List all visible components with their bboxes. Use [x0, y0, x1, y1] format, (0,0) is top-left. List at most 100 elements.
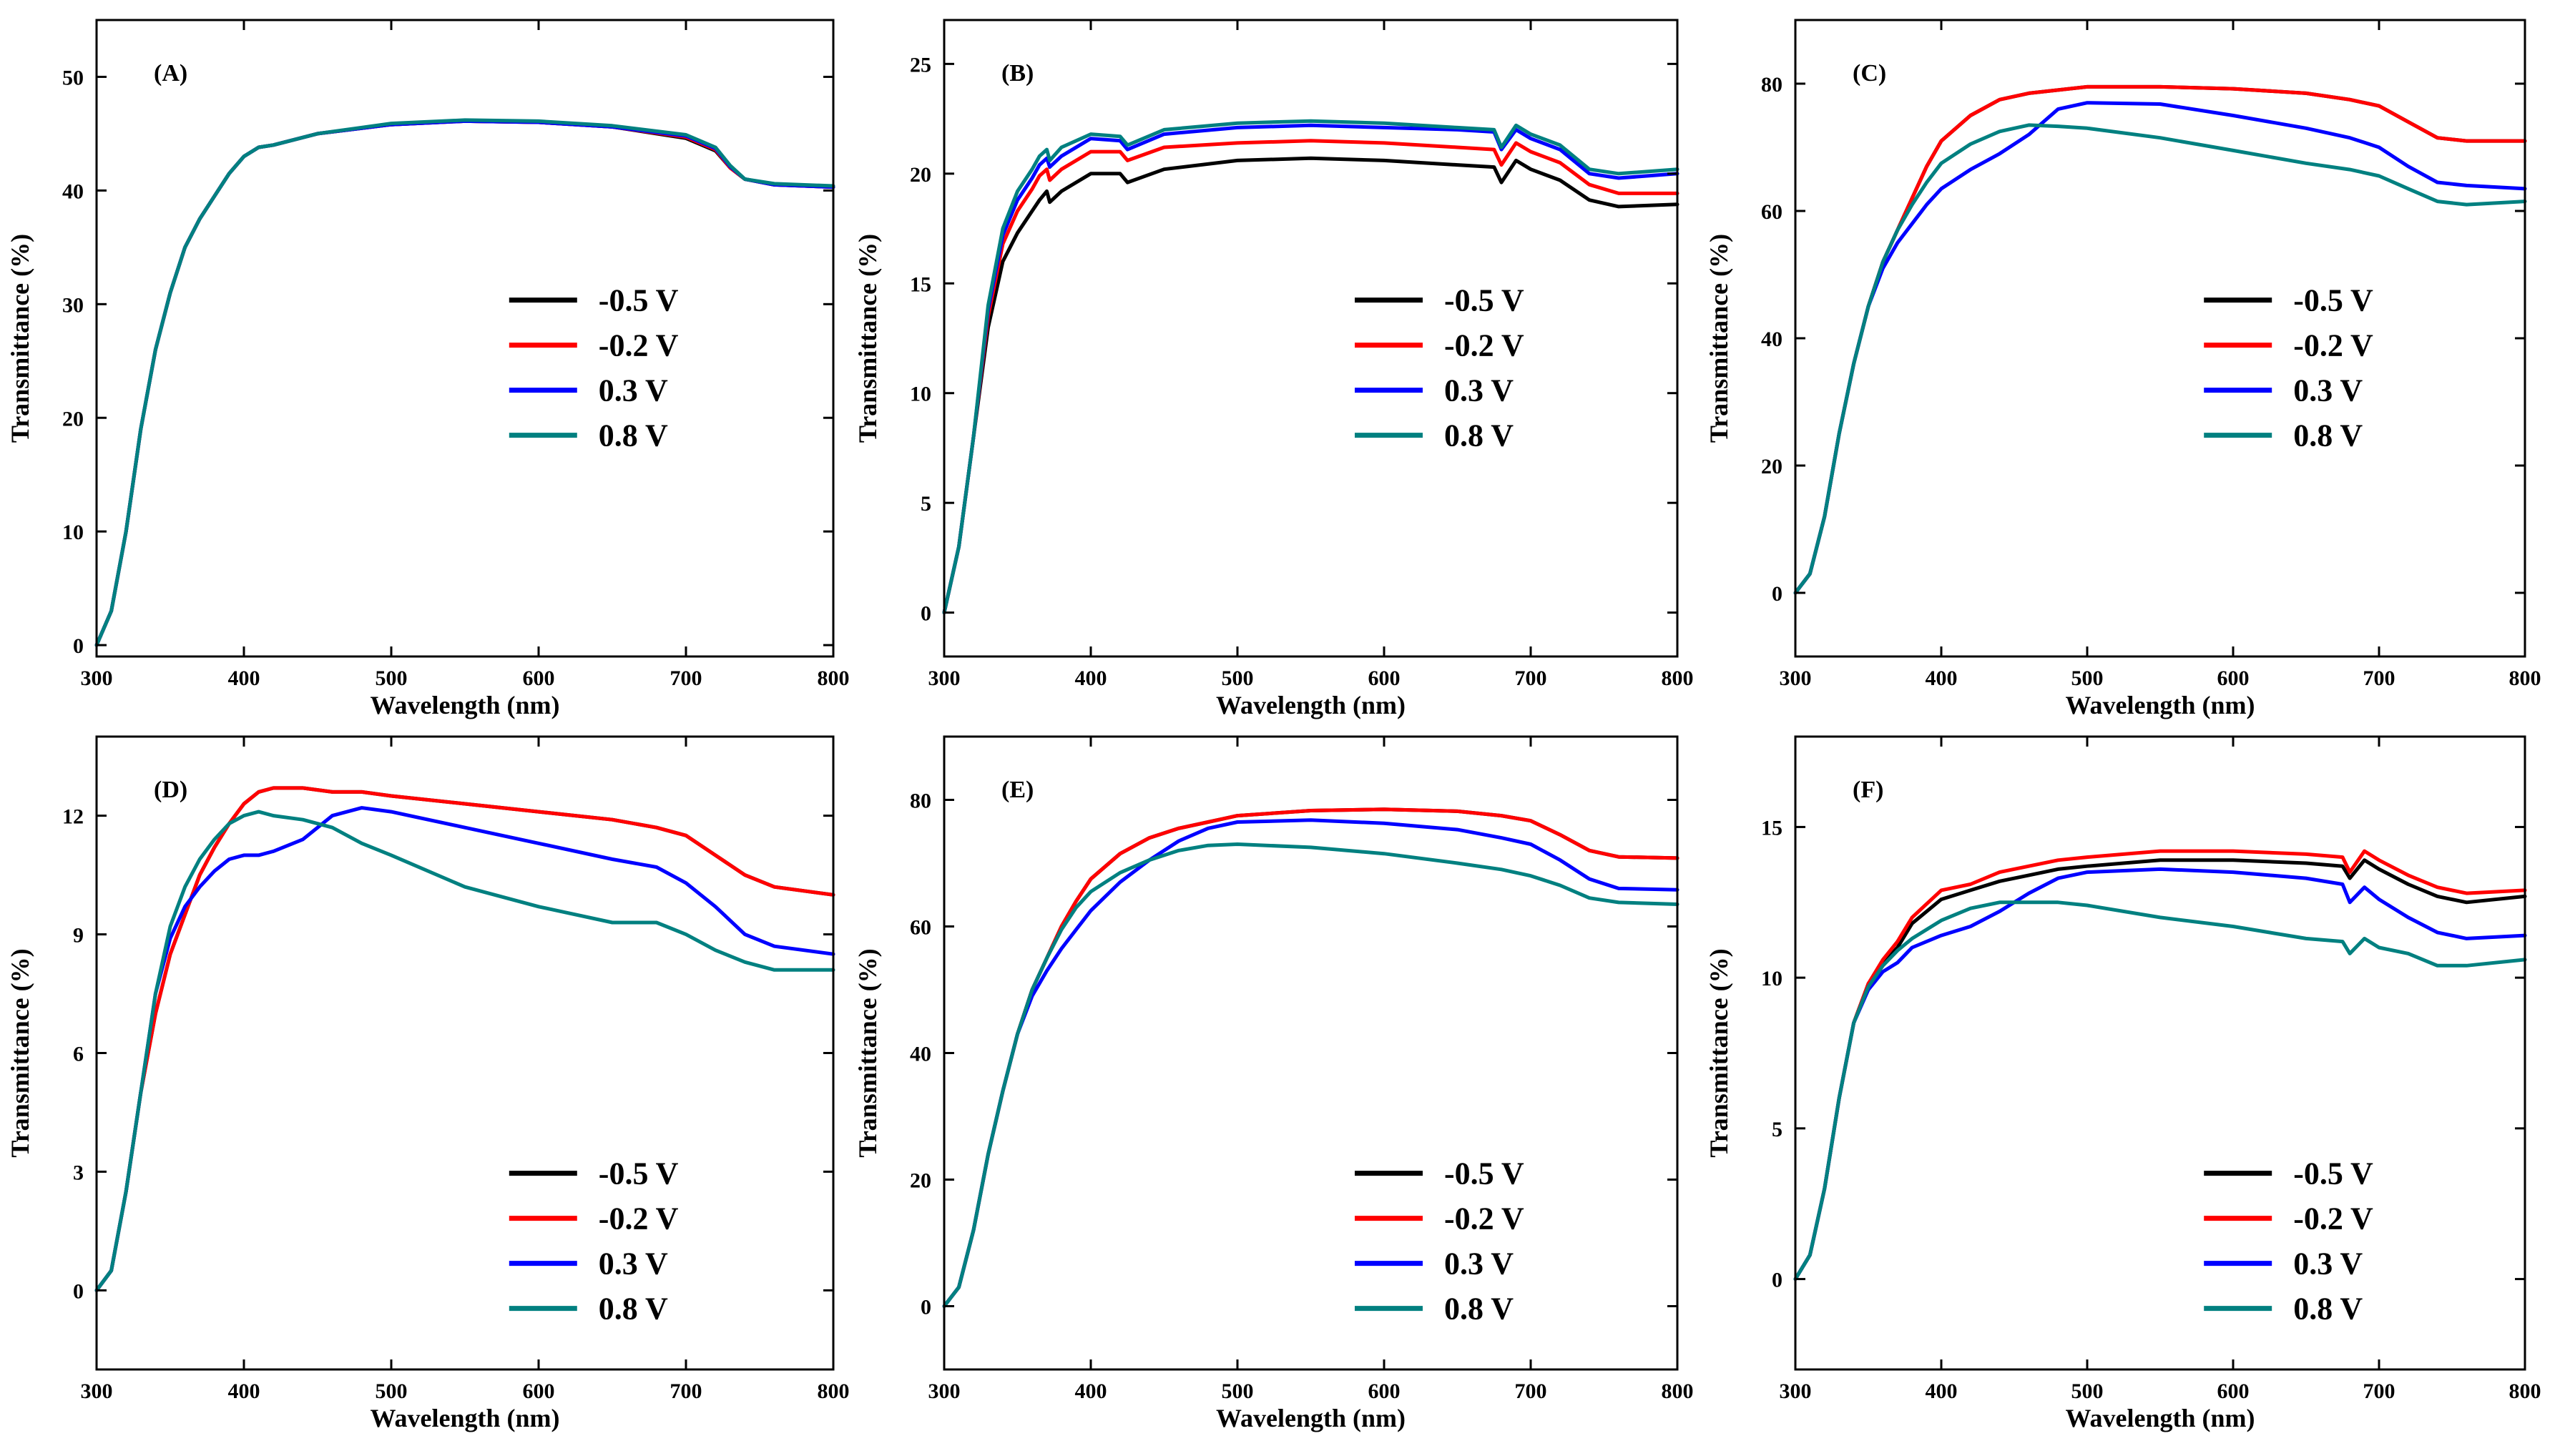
x-tick-label: 500 — [1222, 666, 1254, 690]
x-tick-label: 300 — [1780, 1379, 1812, 1403]
legend-label: -0.2 V — [599, 328, 679, 363]
x-tick-label: 300 — [81, 1379, 113, 1403]
y-tick-label: 10 — [62, 521, 84, 544]
series-line-05v-v — [942, 807, 1679, 1308]
x-tick-label: 600 — [2217, 1379, 2250, 1403]
legend-label: 0.3 V — [2293, 1246, 2363, 1282]
series-line-02v-v — [942, 807, 1679, 1308]
series-line-03v-v — [1793, 101, 2527, 595]
series-line-08v-v — [1793, 900, 2527, 1282]
x-tick-label: 700 — [1515, 1379, 1547, 1403]
legend-label: -0.2 V — [2293, 1201, 2373, 1236]
x-tick-label: 500 — [1222, 1379, 1254, 1403]
legend-label: -0.2 V — [1444, 328, 1524, 363]
legend-label: 0.3 V — [599, 1246, 668, 1282]
x-tick-label: 800 — [1662, 1379, 1694, 1403]
x-tick-label: 700 — [2363, 666, 2395, 690]
x-axis-title: Wavelength (nm) — [371, 1404, 560, 1432]
series-line-03v-v — [94, 806, 835, 1292]
series-line-02v-v — [1793, 849, 2527, 1282]
series-line-08v-v — [942, 119, 1679, 615]
series-line-02v-v — [94, 786, 835, 1292]
y-axis-title: Transmittance (%) — [853, 234, 882, 443]
series-line-02v-v — [942, 139, 1679, 615]
y-tick-label: 80 — [1761, 73, 1782, 97]
y-tick-label: 15 — [910, 272, 931, 296]
series-line-08v-v — [942, 842, 1679, 1308]
x-axis-title: Wavelength (nm) — [1216, 1404, 1406, 1432]
y-tick-label: 6 — [73, 1043, 84, 1066]
y-tick-label: 40 — [910, 1043, 931, 1066]
y-tick-label: 0 — [1772, 582, 1782, 606]
panel-label: (F) — [1853, 777, 1883, 803]
y-tick-label: 20 — [62, 407, 84, 431]
y-tick-label: 5 — [1772, 1118, 1782, 1141]
legend: -0.5 V -0.2 V 0.3 V 0.8 V — [509, 1156, 679, 1327]
x-tick-label: 400 — [228, 666, 260, 690]
series-line-05v-v — [942, 156, 1679, 615]
x-tick-label: 500 — [376, 666, 408, 690]
y-axis-title: Transmittance (%) — [853, 948, 882, 1157]
chart-panel-b: 300 400 500 600 700 800 0 5 10 15 20 25 Wavelength (… — [853, 19, 1694, 719]
x-tick-label: 500 — [376, 1379, 408, 1403]
y-axis-title: Transmittance (%) — [6, 234, 34, 443]
legend-label: 0.8 V — [2293, 1292, 2363, 1327]
legend-label: -0.5 V — [599, 283, 679, 318]
y-tick-label: 0 — [921, 602, 931, 626]
series-line-08v-v — [1793, 123, 2527, 595]
x-tick-label: 800 — [1662, 666, 1694, 690]
y-tick-label: 0 — [921, 1296, 931, 1319]
legend-label: 0.3 V — [1444, 1246, 1514, 1282]
y-tick-label: 60 — [910, 916, 931, 940]
series-line-02v-v — [94, 119, 835, 647]
legend-label: 0.8 V — [1444, 418, 1514, 453]
legend-label: 0.8 V — [1444, 1292, 1514, 1327]
y-tick-label: 10 — [910, 383, 931, 406]
y-tick-label: 5 — [921, 492, 931, 516]
legend: -0.5 V -0.2 V 0.3 V 0.8 V — [509, 283, 679, 453]
legend-label: 0.8 V — [2293, 418, 2363, 453]
y-tick-label: 0 — [73, 1279, 84, 1303]
panel-label: (D) — [154, 777, 187, 803]
x-tick-label: 600 — [1368, 1379, 1401, 1403]
legend-label: -0.2 V — [1444, 1201, 1524, 1236]
x-axis-title: Wavelength (nm) — [1216, 691, 1406, 719]
y-tick-label: 25 — [910, 53, 931, 77]
panel-label: (A) — [154, 60, 187, 87]
legend: -0.5 V -0.2 V 0.3 V 0.8 V — [1355, 283, 1524, 453]
chart-panel-d: 300 400 500 600 700 800 0 3 6 9 12 Wavelength (nm) T… — [6, 735, 850, 1432]
legend-label: -0.5 V — [2293, 283, 2373, 318]
x-tick-label: 700 — [670, 1379, 702, 1403]
y-axis-title: Transmittance (%) — [1705, 234, 1733, 443]
legend-label: -0.2 V — [599, 1201, 679, 1236]
x-tick-label: 500 — [2071, 666, 2104, 690]
x-axis-title: Wavelength (nm) — [2066, 691, 2255, 719]
y-tick-label: 60 — [1761, 200, 1782, 224]
legend: -0.5 V -0.2 V 0.3 V 0.8 V — [2204, 283, 2373, 453]
x-tick-label: 600 — [1368, 666, 1401, 690]
chart-panel-c: 300 400 500 600 700 800 0 20 40 60 80 Wavelength (n… — [1705, 19, 2541, 719]
y-tick-label: 0 — [1772, 1269, 1782, 1292]
y-tick-label: 80 — [910, 790, 931, 813]
series-line-03v-v — [94, 119, 835, 647]
x-tick-label: 300 — [81, 666, 113, 690]
series-line-05v-v — [1793, 84, 2527, 595]
x-tick-label: 800 — [2509, 1379, 2541, 1403]
x-tick-label: 700 — [1515, 666, 1547, 690]
legend-label: -0.5 V — [599, 1156, 679, 1191]
x-tick-label: 400 — [1075, 1379, 1107, 1403]
legend-label: 0.8 V — [599, 418, 668, 453]
series-line-02v-v — [1793, 84, 2527, 595]
legend-label: 0.3 V — [1444, 373, 1514, 408]
x-tick-label: 500 — [2071, 1379, 2104, 1403]
x-axis-title: Wavelength (nm) — [2066, 1404, 2255, 1432]
panel-label: (B) — [1001, 60, 1034, 87]
series-line-08v-v — [94, 810, 835, 1292]
series-line-03v-v — [942, 818, 1679, 1308]
x-tick-label: 600 — [523, 666, 555, 690]
series-line-08v-v — [94, 118, 835, 647]
plot-frame — [943, 735, 1679, 1371]
x-tick-label: 600 — [523, 1379, 555, 1403]
x-tick-label: 700 — [670, 666, 702, 690]
x-tick-label: 400 — [1926, 1379, 1958, 1403]
